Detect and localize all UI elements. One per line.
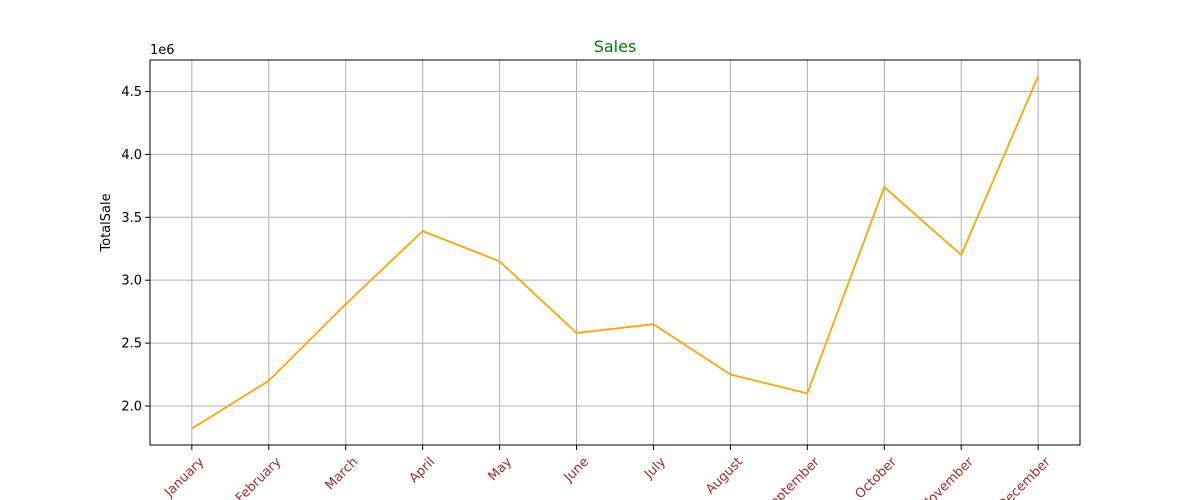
y-axis-label: TotalSale [99,193,114,252]
y-tick-label: 3.0 [121,274,142,289]
y-axis-ticks: 2.0 2.5 3.0 3.5 4.0 4.5 [121,85,150,414]
plot-frame [149,59,1081,446]
chart-title: Sales [594,37,637,56]
y-axis-offset-label: 1e6 [150,43,175,58]
y-tick-label: 3.5 [121,211,142,226]
x-tick-label: April [407,455,439,487]
y-tick-label: 2.0 [121,399,142,414]
x-tick-label: October [852,454,900,500]
x-tick-label: August [703,455,746,498]
x-tick-label: February [233,454,285,500]
x-tick-label: July [641,454,669,482]
y-tick-label: 2.5 [121,337,142,352]
series-layer [191,76,1039,430]
grid-lines [150,60,1080,445]
x-tick-label: May [486,454,516,484]
x-tick-label: June [561,455,592,486]
x-tick-label: September [761,454,823,500]
x-tick-label: November [918,454,977,500]
series-line [191,76,1039,430]
y-tick-label: 4.0 [121,148,142,163]
y-tick-label: 4.5 [121,85,142,100]
x-axis-ticks: January February March April May June July Augu… [161,445,1054,500]
x-tick-label: December [995,454,1054,500]
x-tick-label: January [161,454,207,500]
x-tick-label: March [323,455,362,494]
